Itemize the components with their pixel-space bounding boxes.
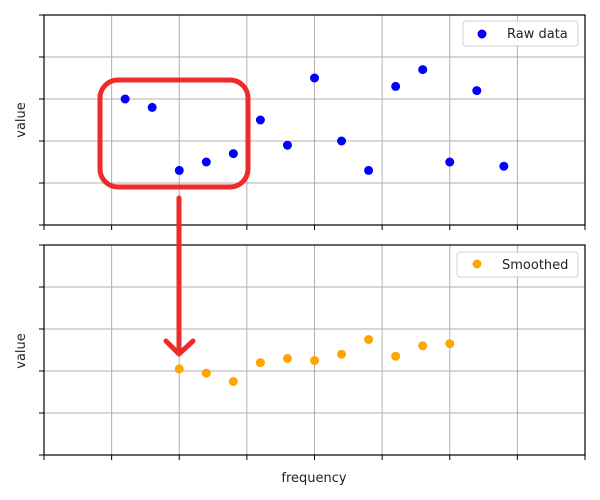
data-point: [391, 351, 401, 361]
data-point: [418, 341, 428, 351]
data-point: [310, 73, 319, 83]
data-point: [337, 349, 347, 359]
data-point: [228, 377, 238, 386]
bottom-legend: Smoothed: [456, 251, 579, 278]
legend-marker-smoothed-icon: [472, 259, 482, 269]
data-point: [364, 165, 374, 175]
arrow-down-icon: [163, 338, 196, 357]
data-point: [174, 364, 184, 374]
data-point: [120, 94, 130, 104]
data-point: [499, 161, 509, 171]
data-point: [228, 149, 238, 159]
top-axes: [39, 14, 586, 230]
x-axis-label: frequency: [281, 471, 347, 486]
bottom-axes: [39, 244, 586, 460]
data-point: [255, 358, 265, 368]
top-legend: Raw data: [462, 20, 579, 47]
plot-frame: [43, 14, 586, 226]
data-point: [445, 339, 455, 349]
data-point: [201, 368, 211, 378]
legend-label-raw: Raw data: [507, 27, 568, 42]
data-point: [201, 157, 211, 167]
top-y-axis-label: value: [14, 102, 29, 138]
data-point: [282, 140, 292, 150]
data-point: [282, 353, 292, 363]
data-point: [472, 86, 482, 96]
data-point: [255, 115, 265, 125]
data-point: [418, 65, 428, 75]
annotation-highlight: [97, 77, 251, 357]
plot-frame: [43, 244, 586, 456]
data-point: [391, 81, 401, 91]
data-point: [445, 157, 455, 167]
bottom-y-axis-label: value: [14, 333, 29, 369]
legend-label-smoothed: Smoothed: [502, 258, 568, 273]
data-point: [310, 356, 319, 365]
data-point: [364, 335, 374, 344]
highlight-box: [97, 77, 251, 190]
data-point: [147, 102, 157, 112]
legend-marker-raw-icon: [477, 29, 487, 39]
data-point: [337, 136, 347, 146]
data-point: [174, 165, 184, 175]
